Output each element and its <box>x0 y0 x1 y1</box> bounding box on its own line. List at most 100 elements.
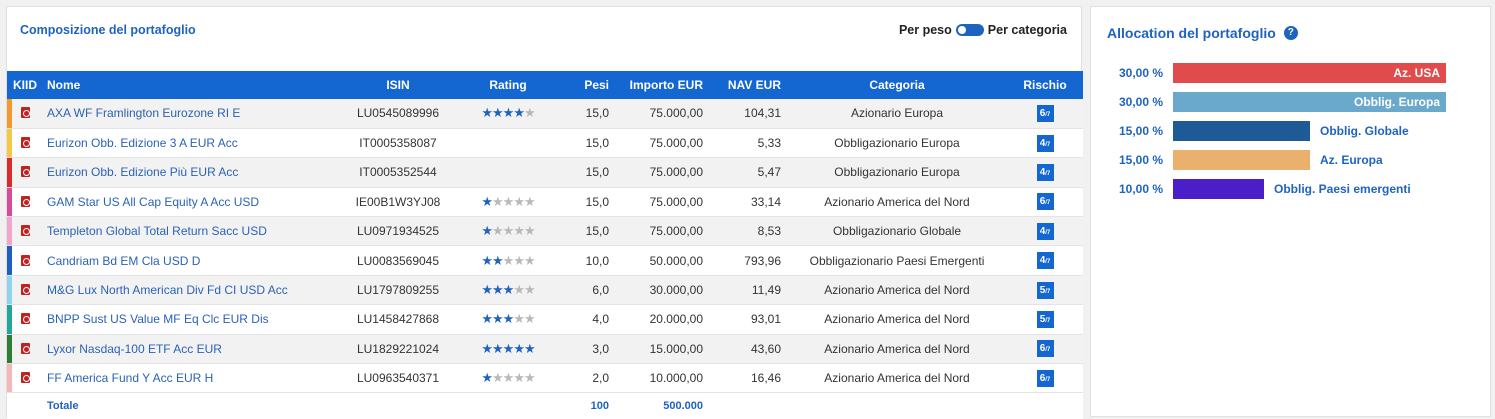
star-icon: ★ <box>513 105 525 121</box>
star-icon: ★ <box>481 223 493 239</box>
col-rating: Rating <box>453 71 563 99</box>
pdf-icon[interactable] <box>20 342 30 354</box>
allocation-row[interactable]: 15,00 % Obblig. Globale <box>1091 121 1491 141</box>
table-row[interactable]: M&G Lux North American Div Fd CI USD Acc… <box>7 275 1083 306</box>
fund-categoria: Azionario America del Nord <box>787 363 1007 394</box>
fund-rischio: 4/7 <box>1007 157 1083 188</box>
pdf-icon[interactable] <box>20 372 30 384</box>
star-icon: ★ <box>523 105 536 121</box>
table-row[interactable]: Lyxor Nasdaq-100 ETF Acc EUR LU1829221024… <box>7 334 1083 365</box>
allocation-bar[interactable] <box>1173 92 1446 112</box>
allocation-label: Obblig. Europa <box>1354 95 1440 109</box>
fund-rating: ★★★★★ <box>453 245 563 276</box>
allocation-row[interactable]: 15,00 % Az. Europa <box>1091 150 1491 170</box>
fund-name[interactable]: Templeton Global Total Return Sacc USD <box>43 216 343 247</box>
fund-importo: 10.000,00 <box>615 363 711 394</box>
view-toggle[interactable]: Per peso Per categoria <box>899 23 1067 37</box>
table-row[interactable]: FF America Fund Y Acc EUR H LU0963540371 ★… <box>7 363 1083 394</box>
footer-total-label: Totale <box>43 392 343 419</box>
fund-nav: 11,49 <box>711 275 787 306</box>
allocation-bar[interactable] <box>1173 63 1446 83</box>
table-row[interactable]: Eurizon Obb. Edizione 3 A EUR Acc IT00053… <box>7 128 1083 159</box>
pdf-icon[interactable] <box>20 137 30 149</box>
star-icon: ★ <box>492 193 504 209</box>
kiid-cell[interactable] <box>7 157 43 188</box>
fund-isin: LU1458427868 <box>343 304 453 335</box>
allocation-row[interactable]: 30,00 % Az. USA <box>1091 63 1491 83</box>
risk-scale: /7 <box>1045 317 1051 324</box>
pdf-icon[interactable] <box>20 107 30 119</box>
fund-name[interactable]: GAM Star US All Cap Equity A Acc USD <box>43 187 343 218</box>
star-icon: ★ <box>513 370 525 386</box>
fund-name[interactable]: Candriam Bd EM Cla USD D <box>43 245 343 276</box>
fund-name[interactable]: BNPP Sust US Value MF Eq Clc EUR Dis <box>43 304 343 335</box>
table-row[interactable]: Templeton Global Total Return Sacc USD LU… <box>7 216 1083 247</box>
table-body: AXA WF Framlington Eurozone RI E LU054508… <box>7 99 1083 394</box>
risk-scale: /7 <box>1045 288 1051 295</box>
category-color-stripe <box>7 99 12 128</box>
rating-stars: ★★★★★ <box>481 282 536 298</box>
fund-nav: 43,60 <box>711 334 787 365</box>
star-icon: ★ <box>513 282 525 298</box>
fund-name[interactable]: FF America Fund Y Acc EUR H <box>43 363 343 394</box>
rating-stars: ★★★★★ <box>481 193 536 209</box>
star-icon: ★ <box>523 193 536 209</box>
toggle-switch[interactable] <box>955 24 984 36</box>
fund-rischio: 5/7 <box>1007 275 1083 306</box>
risk-value: 5 <box>1039 284 1046 296</box>
star-icon: ★ <box>513 311 525 327</box>
star-icon: ★ <box>481 105 493 121</box>
star-icon: ★ <box>502 223 515 239</box>
star-icon: ★ <box>492 282 504 298</box>
allocation-bar[interactable] <box>1173 150 1310 170</box>
category-color-stripe <box>7 275 12 305</box>
fund-name[interactable]: Eurizon Obb. Edizione Più EUR Acc <box>43 157 343 188</box>
risk-scale: /7 <box>1045 347 1051 354</box>
allocation-row[interactable]: 10,00 % Obblig. Paesi emergenti <box>1091 179 1491 199</box>
kiid-cell[interactable] <box>7 128 43 159</box>
fund-rischio: 6/7 <box>1007 363 1083 394</box>
table-row[interactable]: BNPP Sust US Value MF Eq Clc EUR Dis LU14… <box>7 304 1083 335</box>
star-icon: ★ <box>481 370 493 386</box>
star-icon: ★ <box>523 282 536 298</box>
table-row[interactable]: Candriam Bd EM Cla USD D LU0083569045 ★★★★… <box>7 245 1083 276</box>
pdf-icon[interactable] <box>20 195 30 207</box>
table-row[interactable]: GAM Star US All Cap Equity A Acc USD IE00… <box>7 187 1083 218</box>
allocation-bar[interactable] <box>1173 179 1264 199</box>
fund-nav: 8,53 <box>711 216 787 247</box>
rating-stars: ★★★★★ <box>481 223 535 239</box>
allocation-bar[interactable] <box>1173 121 1310 141</box>
category-color-stripe <box>7 246 12 275</box>
pdf-icon[interactable] <box>20 225 30 237</box>
kiid-cell[interactable] <box>7 187 43 218</box>
kiid-cell[interactable] <box>7 216 43 247</box>
risk-badge: 4/7 <box>1036 252 1054 270</box>
star-icon: ★ <box>502 282 515 298</box>
pdf-icon[interactable] <box>20 166 30 178</box>
fund-name[interactable]: Eurizon Obb. Edizione 3 A EUR Acc <box>43 128 343 159</box>
kiid-cell[interactable] <box>7 245 43 276</box>
help-icon[interactable]: ? <box>1283 26 1298 40</box>
fund-pesi: 3,0 <box>563 334 615 365</box>
risk-scale: /7 <box>1045 259 1051 266</box>
pdf-icon[interactable] <box>20 254 30 266</box>
fund-name[interactable]: AXA WF Framlington Eurozone RI E <box>43 99 343 129</box>
toggle-by-category-label[interactable]: Per categoria <box>987 23 1067 37</box>
fund-name[interactable]: Lyxor Nasdaq-100 ETF Acc EUR <box>43 334 343 365</box>
pdf-icon[interactable] <box>20 313 30 325</box>
kiid-cell[interactable] <box>7 334 43 365</box>
pdf-icon[interactable] <box>20 284 30 296</box>
fund-name[interactable]: M&G Lux North American Div Fd CI USD Acc <box>43 275 343 306</box>
kiid-cell[interactable] <box>7 363 43 394</box>
table-row[interactable]: Eurizon Obb. Edizione Più EUR Acc IT00053… <box>7 157 1083 188</box>
kiid-cell[interactable] <box>7 275 43 306</box>
star-icon: ★ <box>523 370 536 386</box>
toggle-by-weight-label[interactable]: Per peso <box>898 23 952 37</box>
star-icon: ★ <box>481 282 493 298</box>
fund-rating <box>453 157 563 188</box>
table-row[interactable]: AXA WF Framlington Eurozone RI E LU054508… <box>7 99 1083 129</box>
star-icon: ★ <box>513 193 525 209</box>
kiid-cell[interactable] <box>7 304 43 335</box>
allocation-row[interactable]: 30,00 % Obblig. Europa <box>1091 92 1491 112</box>
kiid-cell[interactable] <box>7 99 43 129</box>
